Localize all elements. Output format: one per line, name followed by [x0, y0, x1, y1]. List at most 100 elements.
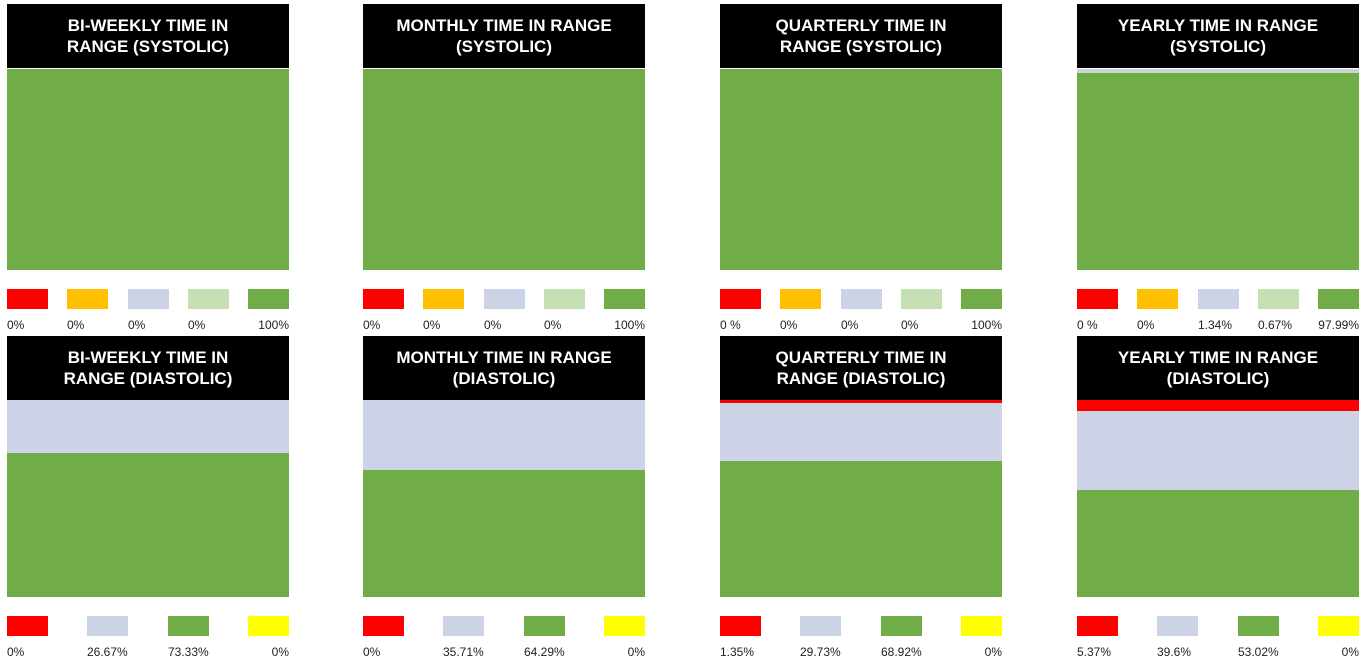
chart-title: MONTHLY TIME IN RANGE (DIASTOLIC) [363, 336, 645, 400]
chart-panel: QUARTERLY TIME IN RANGE (DIASTOLIC) 1.35% 2… [720, 336, 1002, 663]
legend-value-label: 0% [128, 318, 146, 332]
chart-legend: 0% 26.67% 73.33% 0% [7, 616, 289, 660]
legend-value-label: 0% [7, 318, 25, 332]
legend-value-label: 0% [780, 318, 798, 332]
legend-swatch-yellow [248, 616, 289, 636]
legend-value-label: 0% [271, 645, 289, 659]
stacked-bar [7, 69, 289, 270]
legend-swatch-lavender [484, 289, 525, 309]
legend-swatch-red [720, 616, 761, 636]
legend-swatch-green [524, 616, 565, 636]
legend-value-label: 0% [7, 645, 25, 659]
chart-title-line: MONTHLY TIME IN RANGE [396, 16, 612, 35]
chart-legend: 0% 0% 0% 0% 100% [7, 289, 289, 333]
bar-segment-green [7, 452, 289, 597]
legend-value-label: 0% [67, 318, 85, 332]
legend-value-label: 64.29% [524, 645, 565, 659]
chart-panel: MONTHLY TIME IN RANGE (SYSTOLIC) 0% 0% 0% 0% 1… [363, 4, 645, 334]
chart-title-line: QUARTERLY TIME IN [775, 348, 947, 367]
bar-segment-red [1077, 400, 1359, 411]
legend-value-label: 0% [188, 318, 206, 332]
legend-swatch-green [1238, 616, 1279, 636]
chart-legend: 0% 35.71% 64.29% 0% [363, 616, 645, 660]
legend-swatch-lightgreen [188, 289, 229, 309]
bar-segment-lightgreen [1077, 71, 1359, 74]
legend-swatch-red [720, 289, 761, 309]
chart-title-line: (SYSTOLIC) [455, 37, 552, 56]
stacked-bar [1077, 69, 1359, 270]
legend-swatch-lavender [1198, 289, 1239, 309]
bar-segment-lavender [1077, 69, 1359, 72]
legend-swatch-red [363, 616, 404, 636]
chart-title-line: YEARLY TIME IN RANGE [1117, 348, 1319, 367]
legend-value-label: 0% [984, 645, 1002, 659]
bar-segment-green [1077, 490, 1359, 597]
bar-segment-green [7, 69, 289, 270]
chart-title: MONTHLY TIME IN RANGE (SYSTOLIC) [363, 4, 645, 68]
chart-title: YEARLY TIME IN RANGE (SYSTOLIC) [1077, 4, 1359, 68]
legend-value-label: 1.34% [1198, 318, 1233, 332]
legend-swatch-orange [423, 289, 464, 309]
chart-title: QUARTERLY TIME IN RANGE (DIASTOLIC) [720, 336, 1002, 400]
legend-value-label: 0% [1341, 645, 1359, 659]
legend-value-label: 0% [1137, 318, 1155, 332]
bar-segment-green [363, 470, 645, 597]
chart-panel: QUARTERLY TIME IN RANGE (SYSTOLIC) 0 % 0% 0%… [720, 4, 1002, 334]
chart-title-line: YEARLY TIME IN RANGE [1117, 16, 1319, 35]
chart-title: BI-WEEKLY TIME IN RANGE (SYSTOLIC) [7, 4, 289, 68]
legend-value-label: 39.6% [1157, 645, 1192, 659]
legend-swatch-green [168, 616, 209, 636]
chart-panel: BI-WEEKLY TIME IN RANGE (SYSTOLIC) 0% 0% 0% 0… [7, 4, 289, 334]
legend-value-label: 26.67% [87, 645, 128, 659]
legend-value-label: 0% [901, 318, 919, 332]
legend-value-label: 100% [258, 318, 289, 332]
chart-panel: BI-WEEKLY TIME IN RANGE (DIASTOLIC) 0% 26.6… [7, 336, 289, 663]
bar-segment-lavender [1077, 410, 1359, 491]
legend-value-label: 0 % [1077, 318, 1098, 332]
chart-legend: 5.37% 39.6% 53.02% 0% [1077, 616, 1359, 660]
legend-value-label: 100% [614, 318, 645, 332]
legend-swatch-lightgreen [901, 289, 942, 309]
bar-segment-green [720, 461, 1002, 597]
bar-segment-green [363, 69, 645, 270]
legend-swatch-orange [1137, 289, 1178, 309]
chart-title-line: MONTHLY TIME IN RANGE [396, 348, 612, 367]
legend-value-label: 1.35% [720, 645, 755, 659]
bar-segment-green [720, 69, 1002, 270]
legend-value-label: 0% [363, 645, 381, 659]
stacked-bar [363, 69, 645, 270]
legend-value-label: 0% [841, 318, 859, 332]
legend-swatch-lavender [1157, 616, 1198, 636]
legend-swatch-red [7, 616, 48, 636]
legend-swatch-green [1318, 289, 1359, 309]
legend-swatch-red [1077, 289, 1118, 309]
legend-swatch-yellow [961, 616, 1002, 636]
legend-value-label: 0% [484, 318, 502, 332]
chart-title: QUARTERLY TIME IN RANGE (SYSTOLIC) [720, 4, 1002, 68]
legend-swatch-red [7, 289, 48, 309]
chart-title: BI-WEEKLY TIME IN RANGE (DIASTOLIC) [7, 336, 289, 400]
chart-title-line: RANGE (SYSTOLIC) [66, 37, 230, 56]
legend-swatch-green [961, 289, 1002, 309]
legend-value-label: 29.73% [800, 645, 841, 659]
bar-segment-red [720, 400, 1002, 403]
legend-value-label: 0 % [720, 318, 741, 332]
legend-swatch-lightgreen [544, 289, 585, 309]
legend-swatch-yellow [604, 616, 645, 636]
chart-title-line: BI-WEEKLY TIME IN [67, 16, 229, 35]
chart-legend: 0 % 0% 1.34% 0.67% 97.99% [1077, 289, 1359, 333]
bar-segment-lavender [363, 400, 645, 471]
chart-title-line: RANGE (SYSTOLIC) [779, 37, 943, 56]
bar-segment-green [1077, 73, 1359, 270]
chart-panel: MONTHLY TIME IN RANGE (DIASTOLIC) 0% 35.71%… [363, 336, 645, 663]
chart-title-line: BI-WEEKLY TIME IN [67, 348, 229, 367]
stacked-bar [720, 400, 1002, 597]
chart-title: YEARLY TIME IN RANGE (DIASTOLIC) [1077, 336, 1359, 400]
legend-value-label: 0% [363, 318, 381, 332]
legend-swatch-red [363, 289, 404, 309]
legend-swatch-yellow [1318, 616, 1359, 636]
legend-swatch-red [1077, 616, 1118, 636]
chart-title-line: (DIASTOLIC) [452, 369, 556, 388]
stacked-bar [720, 69, 1002, 270]
legend-swatch-green [248, 289, 289, 309]
